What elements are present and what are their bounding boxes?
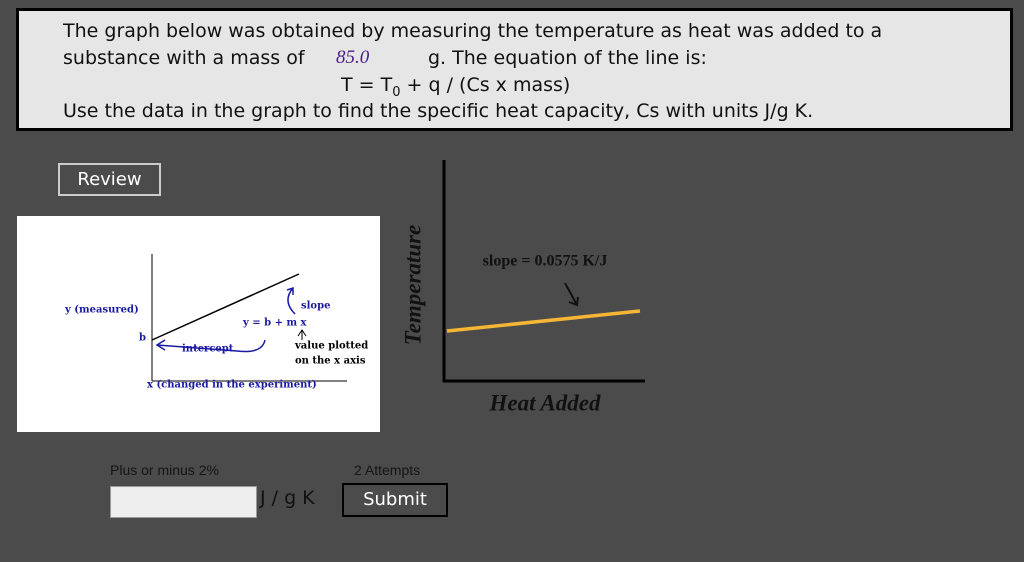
answer-input[interactable]	[110, 486, 257, 518]
y-axis-label: Temperature	[400, 225, 425, 346]
equation-sub: 0	[392, 84, 401, 100]
label: value plotted	[294, 341, 368, 352]
label: slope	[301, 301, 330, 312]
diagram: y (measured) b slope y = b + m x interce…	[17, 216, 380, 432]
label: y = b + m x	[242, 318, 308, 329]
arrow	[155, 339, 266, 353]
submit-button[interactable]: Submit	[342, 483, 448, 517]
question-text: Use the data in the graph to find the sp…	[63, 100, 814, 122]
question-text: g. The equation of the line is:	[428, 47, 707, 69]
mass-value: 85.0	[336, 47, 370, 68]
question-box: The graph below was obtained by measurin…	[16, 8, 1013, 131]
arrow	[564, 282, 579, 307]
diagram-bg	[17, 216, 380, 432]
units: J / g K	[260, 487, 315, 509]
label: on the x axis	[295, 356, 366, 367]
label: x (changed in the experiment)	[147, 380, 317, 391]
line	[151, 273, 300, 341]
equation-lhs: T = T	[341, 74, 393, 96]
graph: Temperature Heat Added slope = 0.0575 K/…	[400, 160, 645, 415]
attempts: 2 Attempts	[354, 462, 421, 478]
question-text: substance with a mass of	[63, 47, 305, 69]
arrow	[297, 329, 307, 340]
equation-rhs: + q / (Cs x mass)	[406, 74, 571, 96]
x-axis-label: Heat Added	[489, 390, 601, 415]
label: y (measured)	[64, 305, 139, 316]
tolerance: Plus or minus 2%	[110, 462, 219, 478]
review-button[interactable]: Review	[58, 163, 161, 196]
label: b	[139, 333, 146, 344]
data-line	[446, 309, 641, 333]
slope-label: slope = 0.0575 K/J	[483, 253, 608, 270]
arrow	[286, 286, 296, 315]
equation: T = T0 + q / (Cs x mass)	[341, 74, 570, 100]
question-text: The graph below was obtained by measurin…	[63, 20, 883, 42]
